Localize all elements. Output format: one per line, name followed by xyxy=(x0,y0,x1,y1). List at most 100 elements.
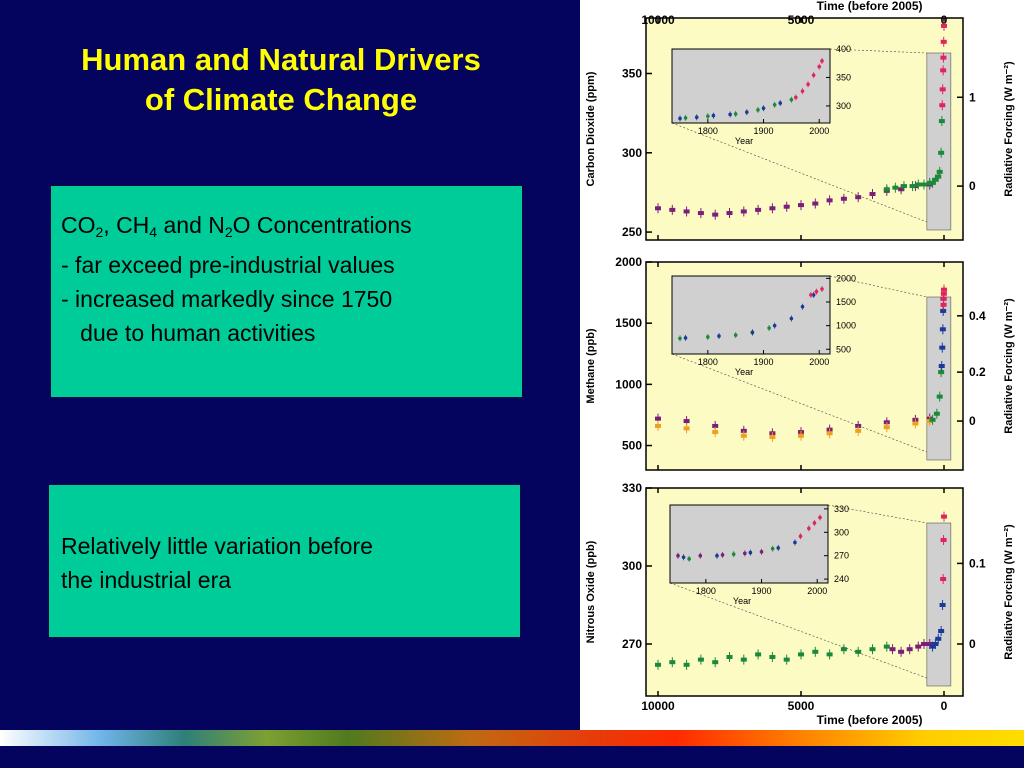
data-point xyxy=(826,431,833,436)
title-line-1: Human and Natural Drivers xyxy=(81,42,481,77)
data-point xyxy=(855,649,862,654)
inset-plot xyxy=(671,275,831,355)
title-line-2: of Climate Change xyxy=(144,82,418,117)
data-point xyxy=(655,423,661,428)
y2-tick-label: 0.1 xyxy=(969,556,986,570)
data-point xyxy=(812,201,819,206)
inset-data-point xyxy=(715,553,719,558)
y2-tick-label: 0.4 xyxy=(969,309,986,323)
inset-data-point xyxy=(720,553,725,557)
data-point xyxy=(683,209,690,214)
data-point xyxy=(940,55,947,60)
inset-data-point xyxy=(745,110,749,114)
inset-data-point xyxy=(678,336,682,341)
x-tick-label: 5000 xyxy=(788,699,815,713)
inset-x-tick-label: 1800 xyxy=(696,586,716,596)
inset-data-point xyxy=(681,555,686,560)
data-point xyxy=(883,644,890,649)
y2-tick-label: 0.2 xyxy=(969,365,986,379)
y-axis-label: Methane (ppb) xyxy=(585,328,597,403)
data-point xyxy=(936,169,943,174)
inset-y-tick-label: 350 xyxy=(836,72,851,82)
inset-data-point xyxy=(694,115,699,120)
inset-data-point xyxy=(767,326,771,330)
color-strip xyxy=(0,730,1024,746)
y2-axis-label: Radiative Forcing (W m⁻²) xyxy=(1003,524,1015,660)
inset-data-point xyxy=(811,293,816,297)
variation-line-1: Relatively little variation before xyxy=(61,533,373,559)
inset-connector xyxy=(669,582,927,679)
data-point xyxy=(940,39,947,44)
inset-data-point xyxy=(676,553,680,558)
inset-data-point xyxy=(778,101,783,105)
inset-data-point xyxy=(706,335,710,339)
data-point xyxy=(912,421,919,426)
data-point xyxy=(935,174,942,179)
inset-y-tick-label: 300 xyxy=(836,101,851,111)
inset-data-point xyxy=(683,336,688,340)
data-point xyxy=(740,657,747,662)
inset-data-point xyxy=(711,113,716,118)
y-tick-label: 250 xyxy=(622,225,642,239)
data-point xyxy=(941,287,947,292)
inset-data-point xyxy=(683,116,688,120)
data-point xyxy=(938,119,945,124)
data-point xyxy=(669,660,676,665)
data-point xyxy=(892,185,899,190)
inset-y-tick-label: 330 xyxy=(834,504,849,514)
y-tick-label: 300 xyxy=(622,146,642,160)
x-tick-label: 10000 xyxy=(641,13,675,27)
data-point xyxy=(855,195,862,200)
y-tick-label: 270 xyxy=(622,637,642,651)
data-point xyxy=(940,308,947,313)
data-point xyxy=(933,411,940,416)
inset-x-tick-label: 1800 xyxy=(698,126,718,136)
data-point xyxy=(909,184,916,189)
data-point xyxy=(755,652,762,657)
inset-data-point xyxy=(793,540,797,545)
inset-data-point xyxy=(733,333,738,337)
data-point xyxy=(906,647,913,652)
inset-x-tick-label: 2000 xyxy=(809,126,829,136)
data-point xyxy=(900,184,907,189)
data-point xyxy=(936,394,943,399)
bullet-2: - increased markedly since 1750 xyxy=(61,286,393,312)
data-point xyxy=(938,364,945,368)
concentrations-box: CO2, CH4 and N2O Concentrations - far ex… xyxy=(50,185,523,398)
y-tick-label: 1500 xyxy=(615,316,642,330)
data-point xyxy=(920,642,927,646)
inset-x-tick-label: 2000 xyxy=(809,357,829,367)
y2-tick-label: 1 xyxy=(969,90,976,104)
concentrations-heading: CO2, CH4 and N2O Concentrations xyxy=(61,212,412,240)
inset-connector xyxy=(829,48,927,54)
inset-data-point xyxy=(818,515,822,520)
inset-data-point xyxy=(750,330,755,335)
inset-data-point xyxy=(748,550,753,555)
data-point xyxy=(915,644,922,649)
data-point xyxy=(889,647,896,652)
data-point xyxy=(669,207,676,212)
data-point xyxy=(697,657,704,662)
data-point xyxy=(826,652,833,657)
y-tick-label: 350 xyxy=(622,67,642,81)
inset-plot xyxy=(671,48,831,124)
data-point xyxy=(929,644,936,649)
data-point xyxy=(769,206,776,211)
inset-connector xyxy=(671,122,927,223)
inset-data-point xyxy=(698,553,703,558)
data-point xyxy=(929,180,936,185)
data-point xyxy=(840,647,847,652)
y-tick-label: 330 xyxy=(622,481,642,495)
data-point xyxy=(941,23,947,28)
y2-axis-label: Radiative Forcing (W m⁻²) xyxy=(1003,298,1015,434)
inset-connector xyxy=(827,504,927,524)
y-tick-label: 2000 xyxy=(615,255,642,269)
inset-data-point xyxy=(717,334,721,338)
bullet-1: - far exceed pre-industrial values xyxy=(61,252,395,278)
data-point xyxy=(939,345,946,350)
inset-data-point xyxy=(772,323,777,328)
data-point xyxy=(940,538,947,542)
inset-connector xyxy=(829,275,927,298)
inset-data-point xyxy=(811,73,816,77)
inset-x-tick-label: 1900 xyxy=(754,126,774,136)
